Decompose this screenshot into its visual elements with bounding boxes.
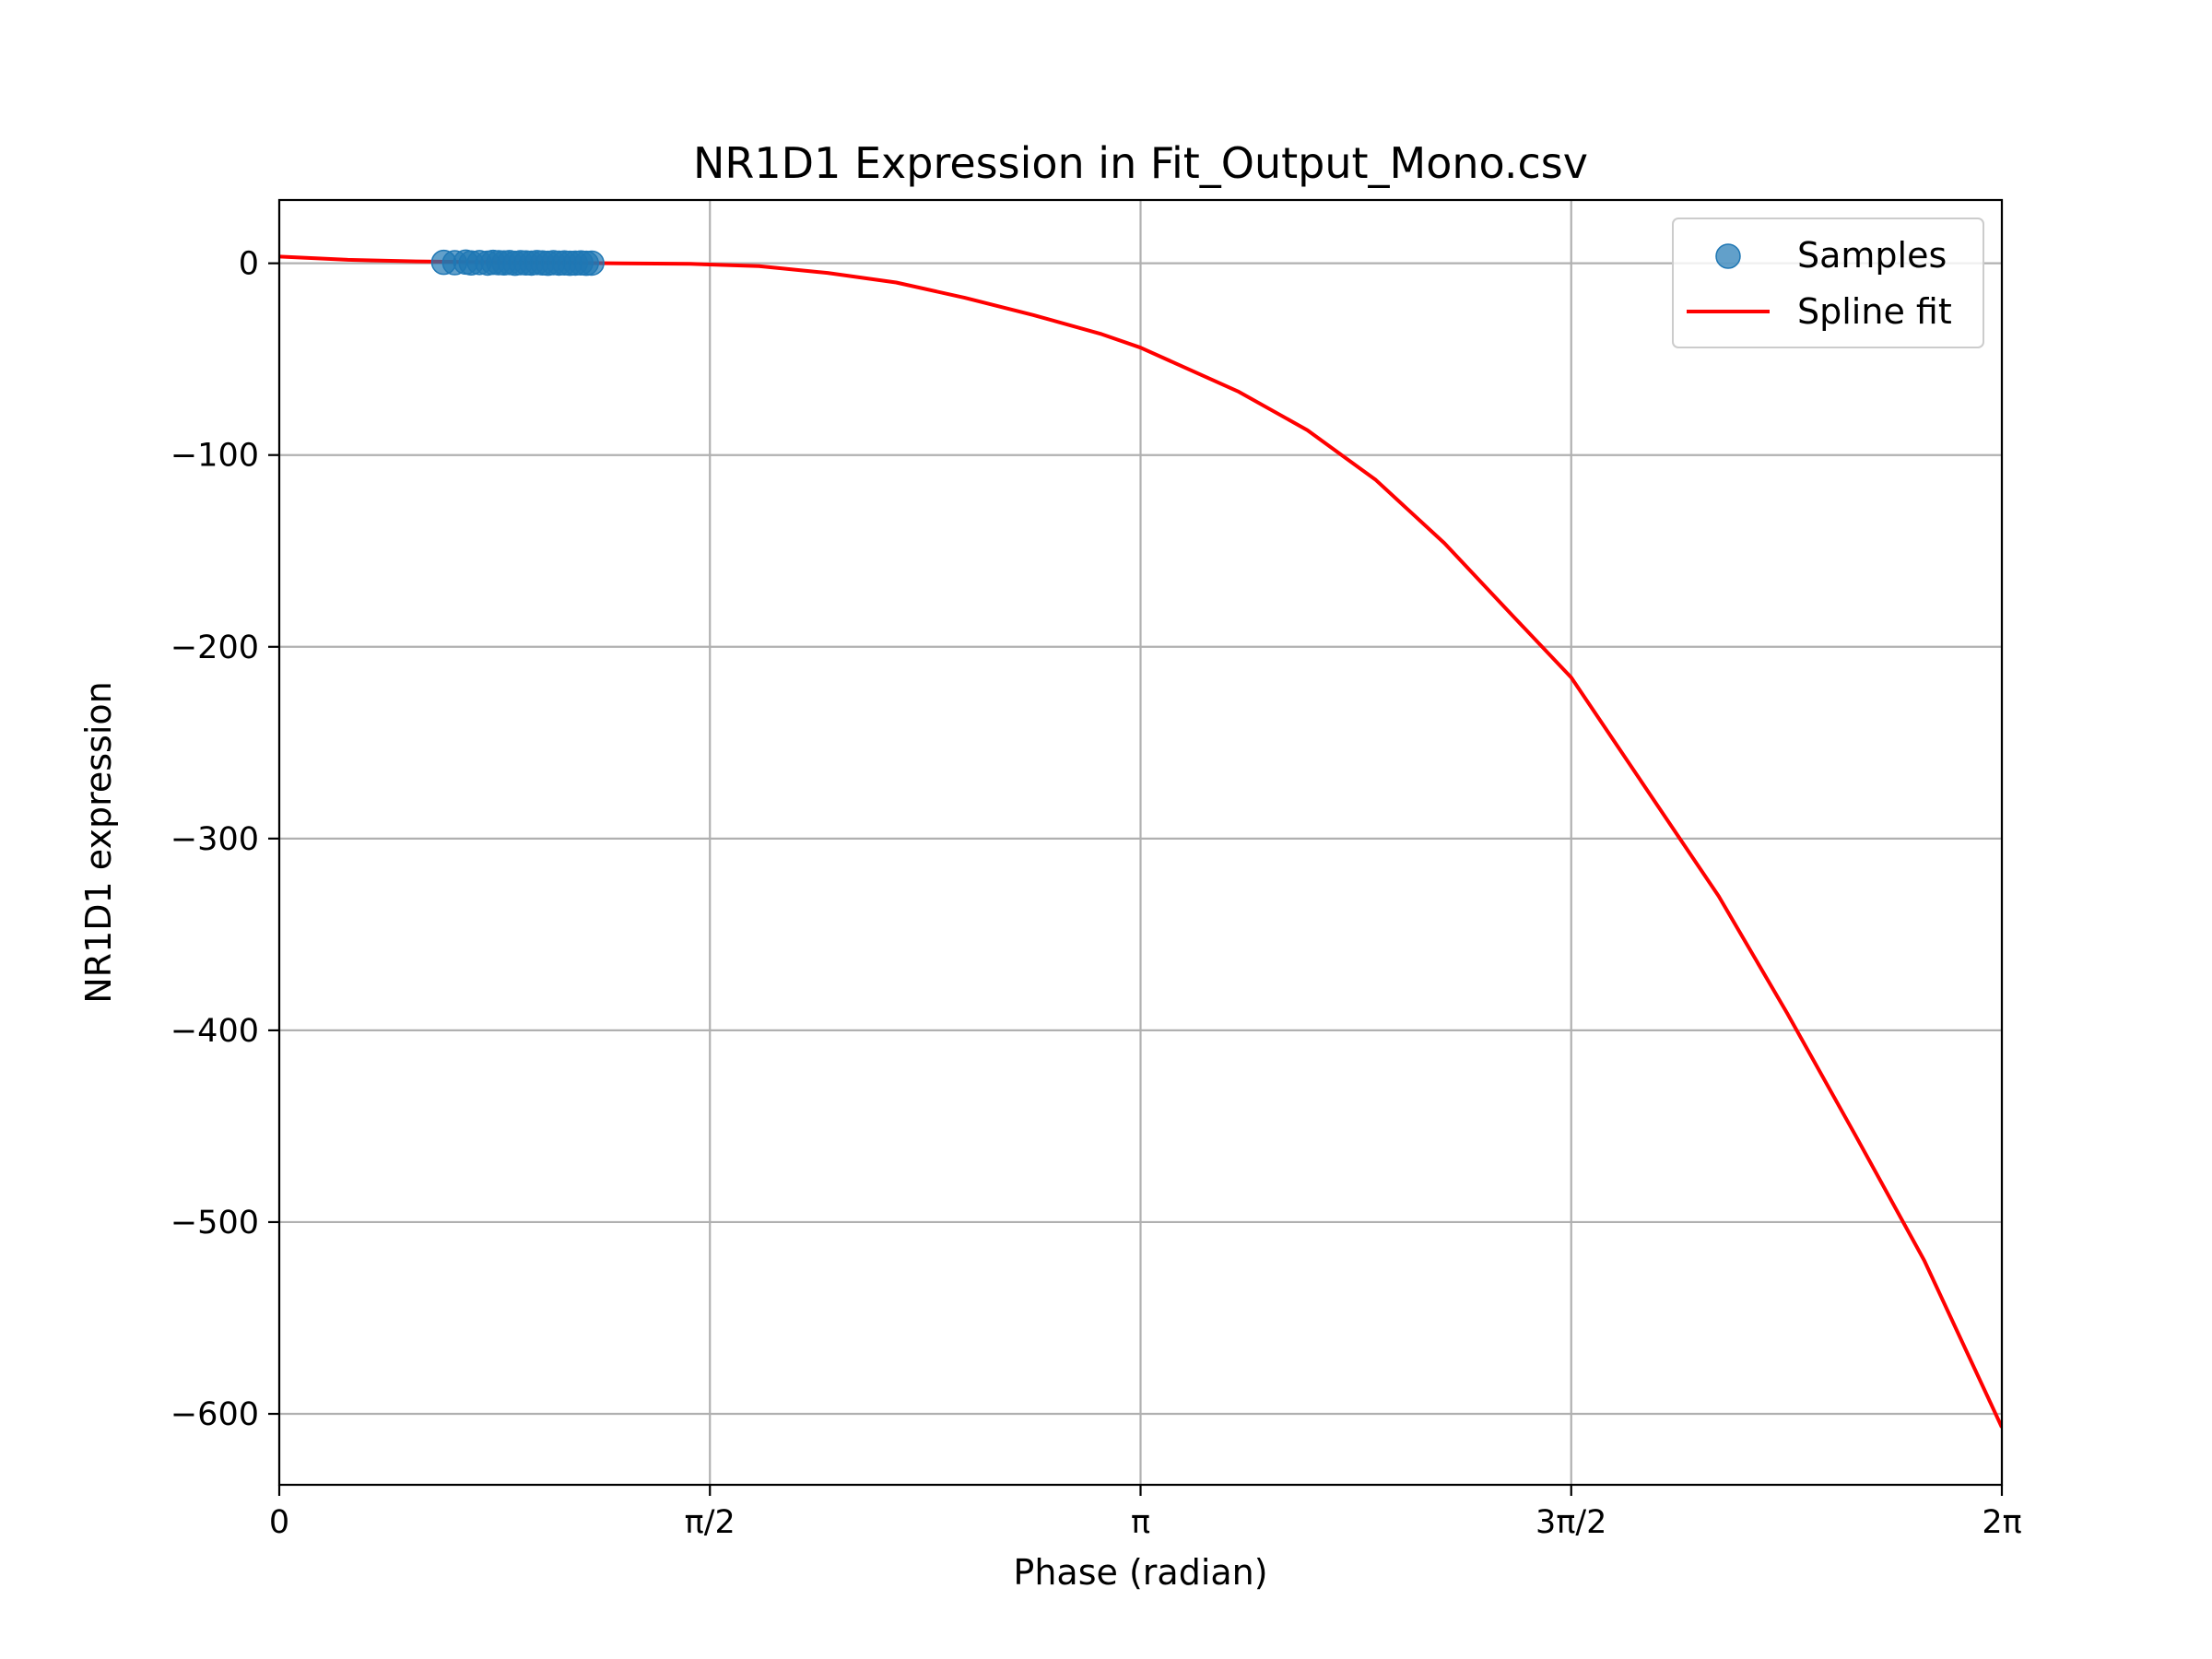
y-tick-label: 0: [239, 246, 259, 283]
y-tick-label: −600: [171, 1396, 259, 1433]
legend-label-samples: Samples: [1797, 235, 1947, 276]
x-tick-label: 2π: [1982, 1504, 2021, 1541]
legend-marker-samples: [1715, 243, 1741, 269]
y-axis-label: NR1D1 expression: [78, 681, 119, 1004]
y-tick-label: −300: [171, 821, 259, 858]
y-tick-label: −400: [171, 1013, 259, 1050]
legend-label-spline-fit: Spline fit: [1797, 291, 1952, 332]
y-tick-label: −200: [171, 629, 259, 666]
axis-ticks: 0 π/2 π 3π/2 2π 0 −100 −200 −300 −400 −500 −600: [171, 246, 2022, 1541]
legend-box: [1672, 218, 1984, 348]
chart-title: NR1D1 Expression in Fit_Output_Mono.csv: [693, 138, 1588, 188]
x-axis-label: Phase (radian): [1013, 1552, 1267, 1593]
x-tick-label: π: [1131, 1504, 1150, 1541]
legend: Samples Spline fit: [1672, 218, 1984, 348]
y-tick-label: −100: [171, 438, 259, 475]
x-tick-label: 3π/2: [1535, 1504, 1606, 1541]
sample-point: [579, 250, 605, 276]
x-tick-label: π/2: [685, 1504, 735, 1541]
grid-lines: [277, 200, 2004, 1485]
x-tick-label: 0: [269, 1504, 289, 1541]
plot-area: [279, 249, 2002, 1429]
y-tick-label: −500: [171, 1205, 259, 1241]
